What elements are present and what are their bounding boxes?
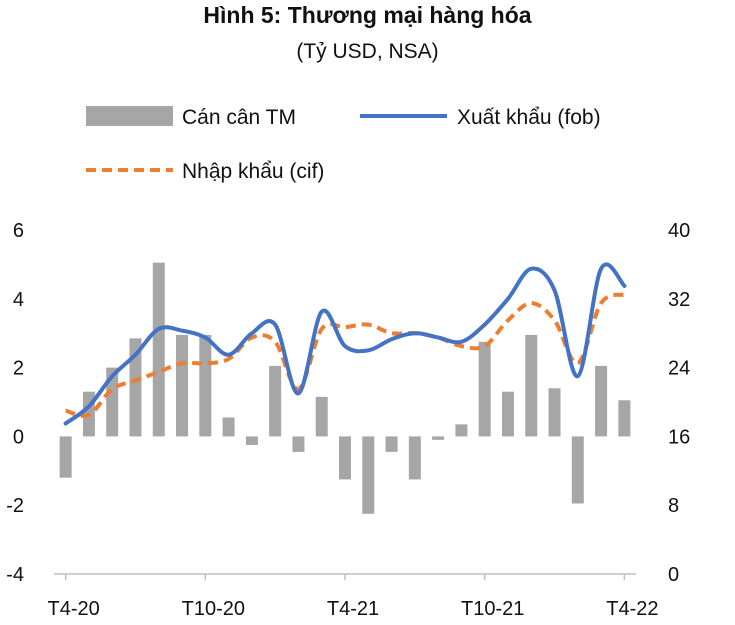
legend: Cán cân TM Xuất khẩu (fob) Nhập khẩu (ci…: [86, 106, 601, 183]
balance-bar: [245, 436, 258, 445]
right-tick-label: 0: [668, 564, 679, 586]
balance-bar: [129, 338, 142, 437]
balance-bar: [59, 436, 72, 478]
right-tick-label: 8: [668, 495, 679, 517]
balance-bars: [59, 262, 631, 514]
x-axis: T4-20 T10-20 T4-21 T10-21 T4-22: [48, 574, 658, 620]
balance-bar: [362, 436, 375, 514]
left-tick-label: -2: [6, 495, 24, 517]
legend-import-label: Nhập khẩu (cif): [182, 160, 324, 183]
left-tick-label: -4: [6, 564, 24, 586]
chart-title: Hình 5: Thương mại hàng hóa: [203, 2, 532, 28]
balance-bar: [199, 334, 212, 437]
balance-bar: [269, 365, 282, 437]
balance-bar: [315, 396, 328, 437]
balance-bar: [176, 334, 189, 437]
legend-bar-label: Cán cân TM: [182, 106, 296, 129]
left-tick-label: 0: [13, 426, 24, 448]
balance-bar: [525, 334, 538, 437]
balance-bar: [222, 417, 235, 437]
left-tick-label: 6: [13, 220, 24, 242]
x-tick-label: T4-20: [48, 598, 100, 620]
x-tick-label: T4-21: [327, 598, 379, 620]
left-axis: -4 -2 0 2 4 6: [6, 220, 24, 586]
balance-bar: [571, 436, 584, 504]
balance-bar: [292, 436, 305, 452]
balance-bar: [385, 436, 398, 452]
import-line: [65, 292, 626, 418]
x-tick-label: T10-21: [461, 598, 524, 620]
chart-subtitle: (Tỷ USD, NSA): [296, 40, 439, 63]
left-tick-label: 4: [13, 289, 24, 311]
balance-bar: [595, 365, 608, 437]
balance-bar: [455, 424, 468, 437]
balance-bar: [106, 367, 119, 437]
balance-bar: [408, 436, 421, 480]
balance-bar: [501, 391, 514, 437]
right-tick-label: 32: [668, 289, 690, 311]
x-tick-label: T4-22: [606, 598, 658, 620]
balance-bar: [432, 436, 445, 440]
balance-bar: [618, 400, 631, 437]
left-tick-label: 2: [13, 358, 24, 380]
x-tick-label: T10-20: [182, 598, 245, 620]
right-tick-label: 16: [668, 426, 690, 448]
balance-bar: [339, 436, 351, 480]
export-line: [63, 262, 627, 426]
balance-bar: [152, 262, 165, 437]
right-tick-label: 24: [668, 358, 690, 380]
right-tick-label: 40: [668, 220, 690, 242]
right-axis: 0 8 16 24 32 40: [668, 220, 690, 586]
balance-bar: [478, 341, 491, 437]
legend-bar-swatch: [86, 106, 173, 126]
legend-export-label: Xuất khẩu (fob): [457, 106, 601, 129]
trade-lines: [63, 262, 627, 426]
balance-bar: [548, 388, 561, 437]
